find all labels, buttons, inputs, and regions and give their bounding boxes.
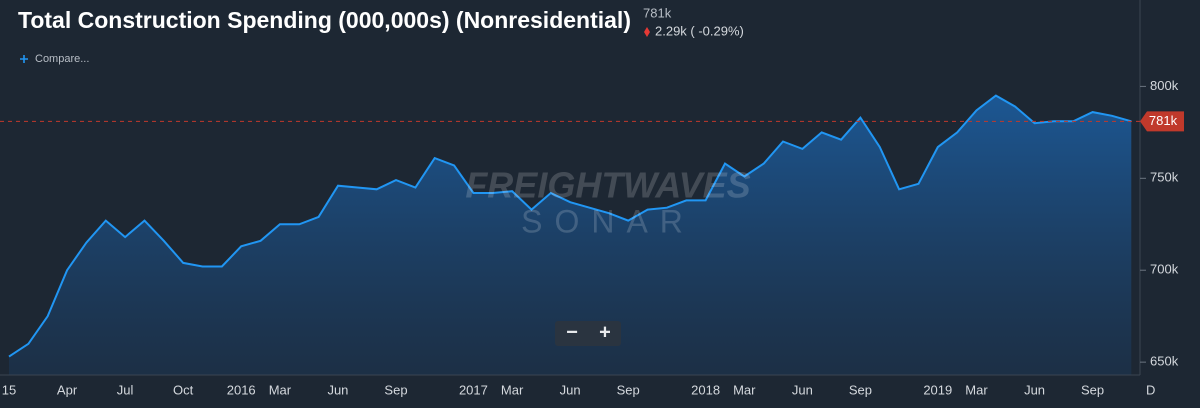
x-tick-label: Jul [117,382,134,397]
current-value: 781k [643,5,672,20]
x-tick-label: 2018 [691,382,720,397]
zoom-in[interactable]: + [599,321,611,343]
change-icon [644,27,650,37]
x-tick-label: Jun [560,382,581,397]
last-value-tag [1140,111,1184,132]
y-tick-label: 750k [1150,170,1179,185]
last-value-label: 781k [1149,113,1178,128]
x-tick-label: Mar [965,382,988,397]
compare-icon [20,55,28,63]
x-tick-label: Oct [173,382,194,397]
change: 2.29k ( -0.29%) [655,23,744,38]
zoom-out[interactable]: − [566,321,578,343]
line [8,94,1132,358]
plot-area [8,94,1132,375]
x-tick-label: Mar [269,382,292,397]
compare-button[interactable]: Compare... [20,53,89,65]
x-tick-label: 2016 [227,382,256,397]
x-tick-label: Mar [733,382,756,397]
x-tick-label: Jun [792,382,813,397]
watermark: SONAR [521,203,695,239]
x-tick-label: Sep [617,382,640,397]
x-tick-label: Jun [327,382,348,397]
x-tick-label: Sep [384,382,407,397]
x-tick-label: 15 [2,382,16,397]
x-tick-label: Sep [1081,382,1104,397]
x-tick-label: Mar [501,382,524,397]
compare-label[interactable]: Compare... [35,53,89,65]
x-tick-label: Jun [1024,382,1045,397]
x-tick-label: 2019 [923,382,952,397]
zoom-controls [555,321,621,346]
watermark: FREIGHTWAVES [465,165,750,206]
x-tick-label: D [1146,382,1155,397]
y-tick-label: 700k [1150,262,1179,277]
x-tick-label: Sep [849,382,872,397]
x-tick-label: 2017 [459,382,488,397]
y-tick-label: 650k [1150,354,1179,369]
y-tick-label: 800k [1150,78,1179,93]
x-tick-label: Apr [57,382,78,397]
area [9,95,1132,375]
chart-title: Total Construction Spending (000,000s) (… [18,7,631,33]
